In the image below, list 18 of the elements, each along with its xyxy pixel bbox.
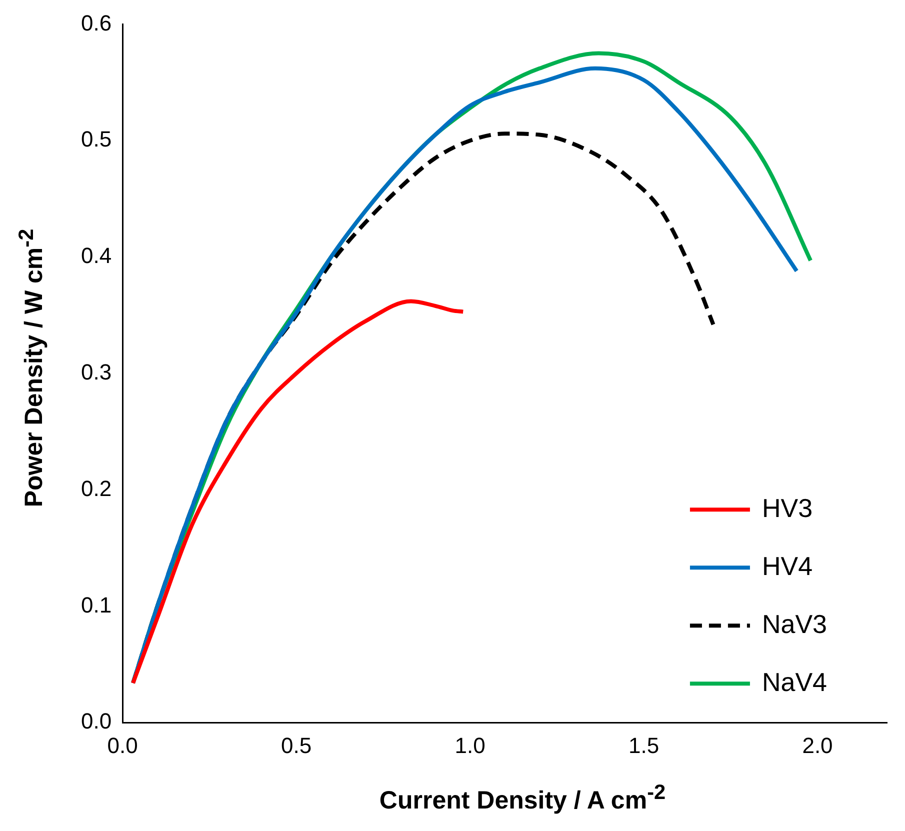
y-tick-label: 0.6	[80, 10, 112, 36]
y-tick-label: 0.2	[80, 476, 112, 501]
x-tick-label: 0.0	[107, 732, 138, 758]
legend-label: HV3	[762, 492, 813, 523]
x-tick-label: 0.5	[281, 732, 312, 758]
x-axis-title: Current Density / A cm$^{-2}$	[378, 780, 667, 815]
y-tick-label: 0.4	[80, 243, 112, 268]
y-tick-label: 0.3	[80, 359, 112, 384]
y-tick-label: 0.5	[80, 126, 112, 152]
legend-label: HV4	[762, 550, 813, 581]
y-tick-label: 0.1	[80, 592, 112, 618]
x-tick-label: 1.0	[454, 732, 486, 758]
x-tick-label: 2.0	[802, 732, 833, 758]
legend-label: NaV3	[762, 608, 828, 639]
line-series	[131, 299, 466, 686]
x-tick-label: 1.5	[628, 732, 660, 758]
y-tick-label: 0.0	[80, 708, 112, 734]
legend-label: NaV4	[762, 666, 828, 697]
